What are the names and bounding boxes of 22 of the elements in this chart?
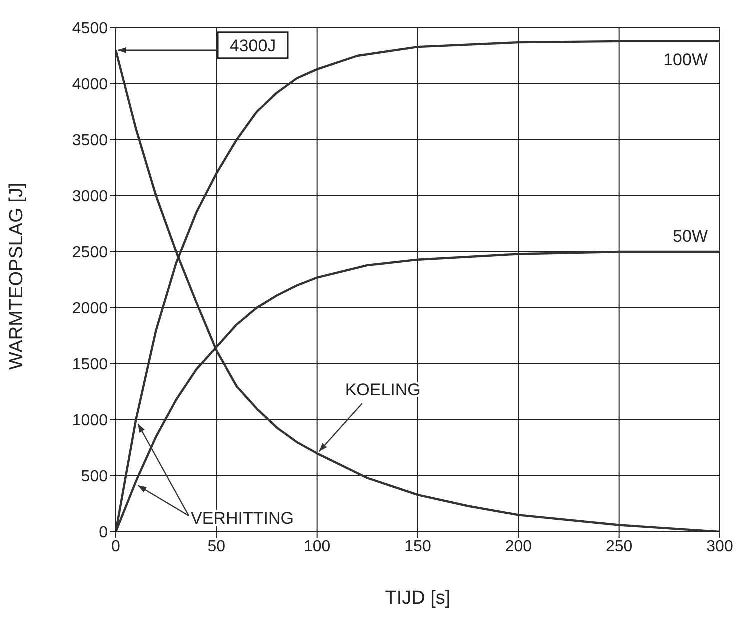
x-axis-title: TIJD [s]: [385, 588, 451, 609]
y-tick-label: 500: [81, 468, 108, 486]
y-axis-title: WARMTEOPSLAG [J]: [6, 182, 28, 370]
y-tick-label: 4000: [72, 76, 108, 94]
x-tick-label: 100: [304, 538, 331, 556]
x-tick-label: 50: [208, 538, 226, 556]
y-tick-label: 0: [99, 524, 108, 542]
x-tick-label: 200: [505, 538, 532, 556]
y-tick-label: 1500: [72, 356, 108, 374]
x-tick-label: 250: [606, 538, 633, 556]
x-tick-label: 0: [112, 538, 121, 556]
x-tick-label: 300: [706, 538, 734, 556]
series-label: 100W: [664, 50, 708, 70]
series-label: 50W: [673, 227, 708, 246]
y-tick-label: 2500: [72, 244, 108, 262]
x-tick-label: 150: [404, 538, 432, 556]
y-tick-label: 4500: [72, 20, 108, 38]
y-tick-label: 1000: [72, 412, 108, 430]
y-tick-label: 3500: [72, 132, 108, 150]
y-tick-label: 2000: [72, 300, 108, 318]
y-tick-label: 3000: [72, 188, 108, 206]
annotation: 4300J: [230, 36, 276, 56]
